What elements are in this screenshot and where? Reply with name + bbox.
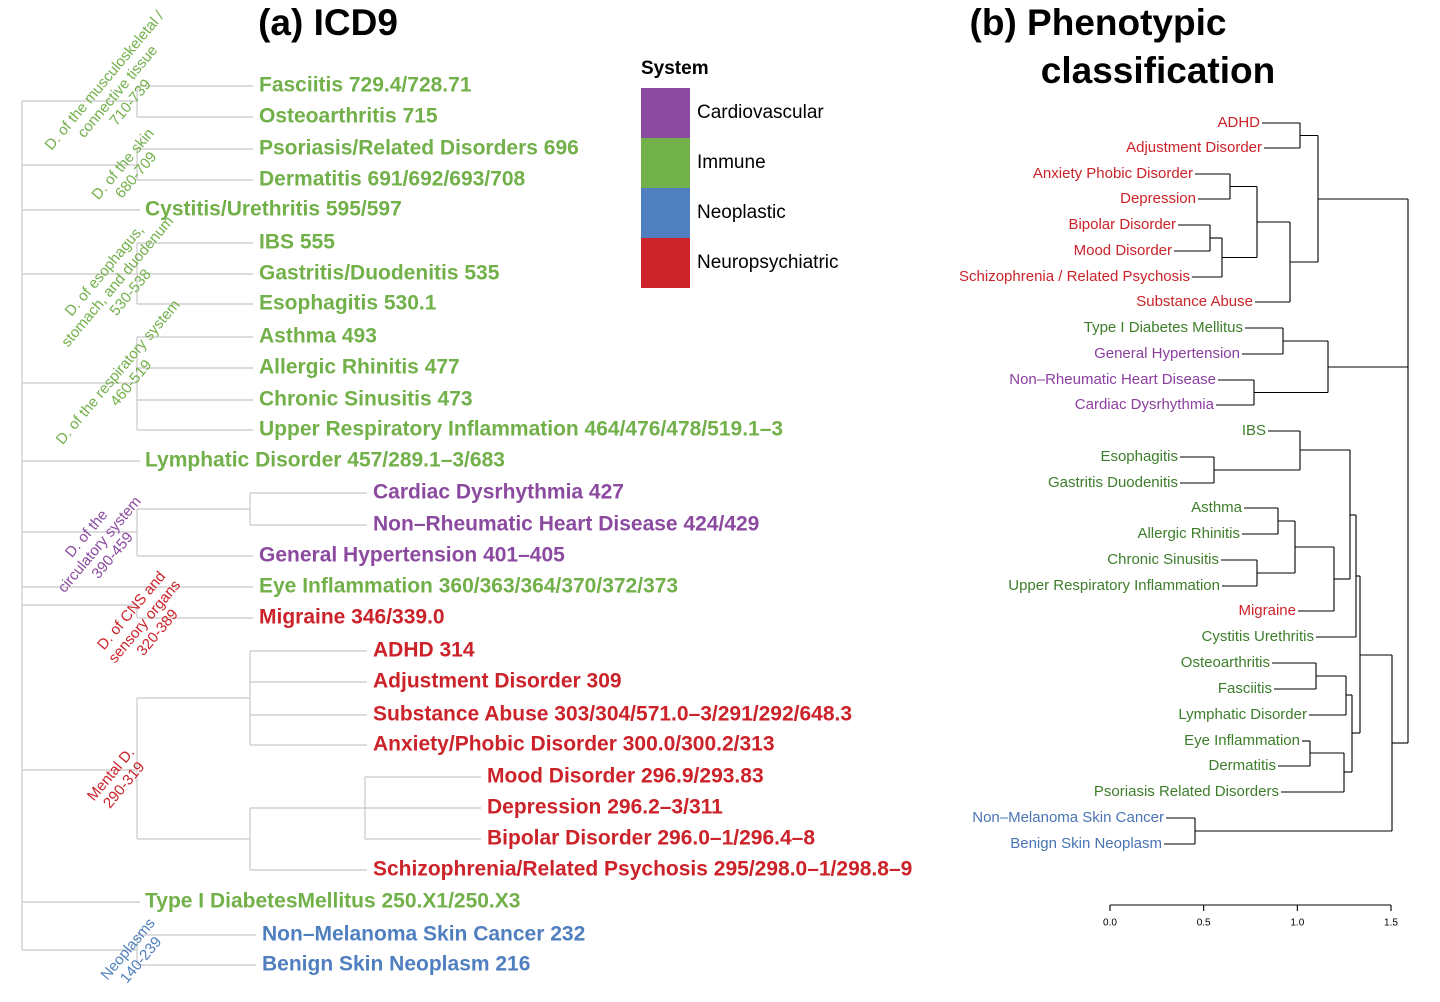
leaf-label: Cystitis/Urethritis 595/597 bbox=[145, 198, 402, 221]
leaf-label: Osteoarthritis bbox=[1181, 654, 1270, 671]
leaf-label: Eye Inflammation 360/363/364/370/372/373 bbox=[259, 575, 678, 598]
leaf-label: Psoriasis Related Disorders bbox=[1094, 783, 1279, 800]
leaf-label: Cardiac Dysrhythmia 427 bbox=[373, 481, 624, 504]
leaf-label: Allergic Rhinitis 477 bbox=[259, 356, 460, 379]
leaf-label: Dermatitis bbox=[1208, 757, 1276, 774]
panel-a-title: (a) ICD9 bbox=[258, 2, 398, 43]
leaf-label: Non–Melanoma Skin Cancer bbox=[972, 809, 1164, 826]
leaf-label: Migraine 346/339.0 bbox=[259, 606, 445, 629]
leaf-label: Schizophrenia/Related Psychosis 295/298.… bbox=[373, 858, 912, 881]
leaf-label: Anxiety/Phobic Disorder 300.0/300.2/313 bbox=[373, 733, 775, 756]
group-label: D. of CNS andsensory organs320-389 bbox=[92, 566, 197, 677]
leaf-label: Chronic Sinusitis 473 bbox=[259, 388, 473, 411]
leaf-label: Dermatitis 691/692/693/708 bbox=[259, 168, 526, 191]
leaf-label: IBS 555 bbox=[259, 231, 335, 254]
leaf-label: Substance Abuse bbox=[1136, 293, 1253, 310]
leaf-label: Fasciitis 729.4/728.71 bbox=[259, 74, 472, 97]
leaf-label: General Hypertension bbox=[1094, 345, 1240, 362]
leaf-label: IBS bbox=[1242, 422, 1266, 439]
axis-tick-label: 1.0 bbox=[1290, 918, 1304, 929]
panel-b-title: (b) Phenotypic bbox=[970, 2, 1227, 43]
leaf-label: Cardiac Dysrhythmia bbox=[1075, 396, 1215, 413]
leaf-label: Asthma bbox=[1191, 499, 1243, 516]
leaf-label: Allergic Rhinitis bbox=[1137, 525, 1240, 542]
legend-label: Immune bbox=[697, 152, 766, 173]
axis-tick-label: 0.0 bbox=[1103, 918, 1117, 929]
leaf-label: Depression 296.2–3/311 bbox=[487, 796, 723, 819]
leaf-label: ADHD 314 bbox=[373, 639, 475, 662]
legend-swatch bbox=[641, 88, 690, 138]
leaf-label: Gastritis Duodenitis bbox=[1048, 474, 1178, 491]
leaf-label: Lymphatic Disorder bbox=[1178, 706, 1307, 723]
leaf-label: Type I DiabetesMellitus 250.X1/250.X3 bbox=[145, 890, 520, 913]
leaf-label: Adjustment Disorder 309 bbox=[373, 670, 622, 693]
panel-b-title: classification bbox=[1041, 50, 1275, 91]
leaf-label: Benign Skin Neoplasm bbox=[1010, 835, 1162, 852]
leaf-label: Upper Respiratory Inflammation bbox=[1008, 577, 1220, 594]
legend-label: Cardiovascular bbox=[697, 102, 824, 123]
leaf-label: Non–Rheumatic Heart Disease 424/429 bbox=[373, 513, 759, 536]
leaf-label: Osteoarthritis 715 bbox=[259, 105, 438, 128]
leaf-label: Type I Diabetes Mellitus bbox=[1084, 319, 1243, 336]
group-label: D. of the musculoskeletal /connective ti… bbox=[42, 7, 195, 175]
leaf-label: General Hypertension 401–405 bbox=[259, 544, 565, 567]
leaf-label: Esophagitis bbox=[1100, 448, 1178, 465]
legend-label: Neoplastic bbox=[697, 202, 786, 223]
leaf-label: ADHD bbox=[1217, 114, 1260, 131]
leaf-label: Benign Skin Neoplasm 216 bbox=[262, 953, 530, 976]
leaf-label: Esophagitis 530.1 bbox=[259, 292, 437, 315]
leaf-label: Anxiety Phobic Disorder bbox=[1033, 165, 1193, 182]
leaf-label: Adjustment Disorder bbox=[1126, 139, 1262, 156]
leaf-label: Lymphatic Disorder 457/289.1–3/683 bbox=[145, 449, 505, 472]
leaf-label: Cystitis Urethritis bbox=[1201, 628, 1314, 645]
leaf-label: Mood Disorder 296.9/293.83 bbox=[487, 765, 764, 788]
leaf-label: Substance Abuse 303/304/571.0–3/291/292/… bbox=[373, 703, 852, 726]
leaf-label: Gastritis/Duodenitis 535 bbox=[259, 262, 500, 285]
leaf-label: Migraine bbox=[1238, 602, 1296, 619]
leaf-label: Upper Respiratory Inflammation 464/476/4… bbox=[259, 418, 783, 441]
legend-swatch bbox=[641, 188, 690, 238]
leaf-label: Fasciitis bbox=[1218, 680, 1272, 697]
leaf-label: Mood Disorder bbox=[1074, 242, 1172, 259]
leaf-label: Schizophrenia / Related Psychosis bbox=[959, 268, 1190, 285]
legend-swatch bbox=[641, 138, 690, 188]
group-label: Neoplasms140-239 bbox=[97, 915, 171, 994]
leaf-label: Bipolar Disorder 296.0–1/296.4–8 bbox=[487, 827, 815, 850]
leaf-label: Psoriasis/Related Disorders 696 bbox=[259, 137, 579, 160]
leaf-label: Depression bbox=[1120, 190, 1196, 207]
legend-label: Neuropsychiatric bbox=[697, 252, 839, 273]
legend-title: System bbox=[641, 58, 709, 79]
group-label: Mental D.290-319 bbox=[84, 744, 151, 815]
leaf-label: Non–Rheumatic Heart Disease bbox=[1009, 371, 1216, 388]
leaf-label: Eye Inflammation bbox=[1184, 732, 1300, 749]
leaf-label: Asthma 493 bbox=[259, 325, 377, 348]
legend-swatch bbox=[641, 238, 690, 288]
leaf-label: Chronic Sinusitis bbox=[1107, 551, 1219, 568]
leaf-label: Non–Melanoma Skin Cancer 232 bbox=[262, 923, 585, 946]
axis-tick-label: 1.5 bbox=[1384, 918, 1398, 929]
leaf-label: Bipolar Disorder bbox=[1068, 216, 1176, 233]
axis-tick-label: 0.5 bbox=[1197, 918, 1211, 929]
